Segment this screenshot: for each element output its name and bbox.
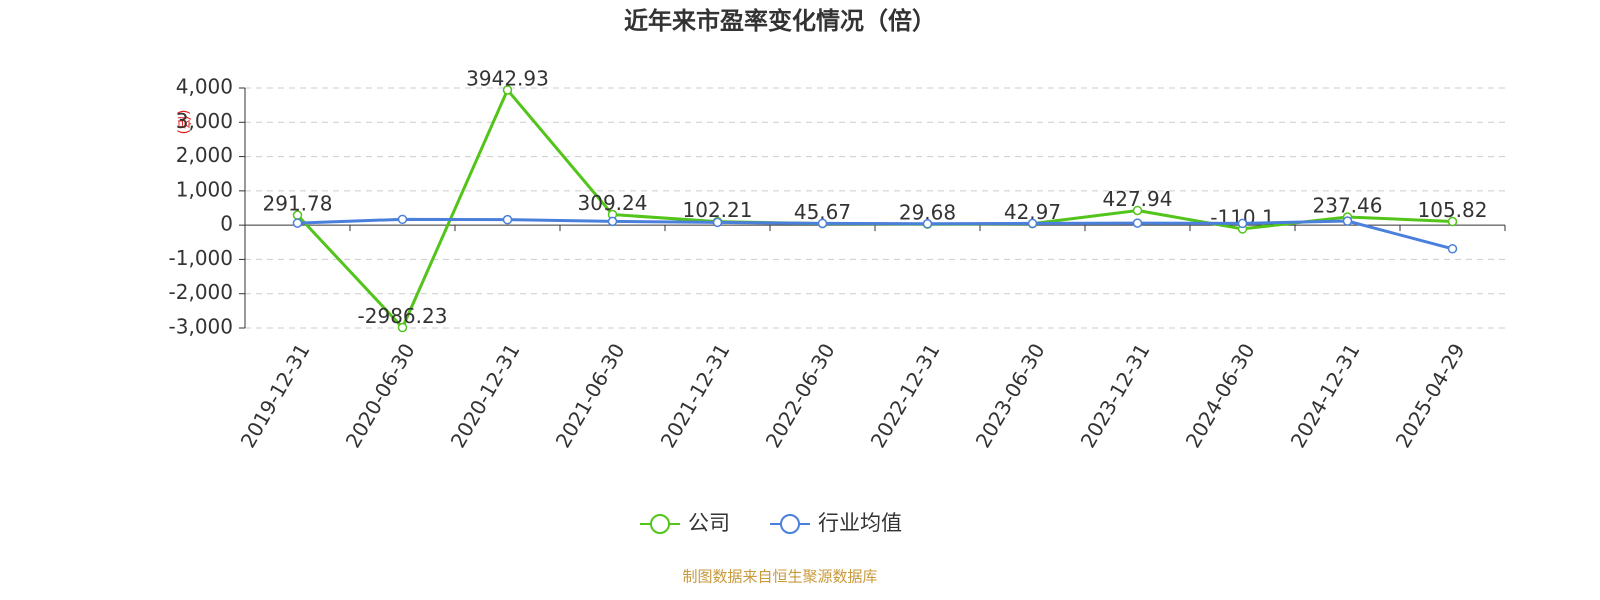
- chart-title: 近年来市盈率变化情况（倍）: [624, 7, 936, 35]
- x-tick-label: 2021-12-31: [656, 339, 735, 452]
- x-tick-label: 2020-06-30: [341, 339, 420, 452]
- data-point: [292, 218, 303, 228]
- x-tick-label: 2023-12-31: [1076, 339, 1155, 452]
- legend-label: 公司: [688, 511, 730, 535]
- legend-label: 行业均值: [818, 511, 902, 535]
- legend-marker: [650, 514, 670, 534]
- data-point: [1447, 216, 1458, 227]
- x-tick-label: 2025-04-29: [1391, 339, 1470, 452]
- data-label: -2986.23: [358, 304, 448, 328]
- data-label: 237.46: [1313, 194, 1383, 218]
- data-point: [502, 85, 513, 95]
- x-tick-label: 2024-12-31: [1286, 339, 1365, 452]
- series-line: [296, 87, 1453, 331]
- y-tick-label: 4,000: [176, 75, 233, 99]
- data-label: 309.24: [578, 191, 648, 215]
- data-point: [1027, 218, 1038, 229]
- data-point: [502, 214, 513, 225]
- legend-marker: [780, 514, 800, 534]
- y-tick-label: -3,000: [169, 315, 233, 339]
- data-point: [1237, 218, 1248, 229]
- series-line: [297, 217, 1453, 251]
- y-tick-label: 3,000: [176, 109, 233, 133]
- data-point: [1342, 216, 1353, 226]
- y-axis-label: (倍): [175, 110, 191, 135]
- data-point: [1132, 205, 1143, 216]
- data-point: [1132, 218, 1143, 228]
- data-point: [922, 219, 933, 229]
- x-tick-label: 2019-12-31: [236, 339, 315, 452]
- source-note: 制图数据来自恒生聚源数据库: [682, 568, 877, 586]
- x-tick-label: 2024-06-30: [1181, 339, 1260, 452]
- data-label: 3942.93: [466, 66, 549, 90]
- y-tick-label: 2,000: [176, 143, 233, 167]
- data-point: [397, 214, 408, 225]
- x-tick-label: 2022-12-31: [866, 339, 945, 452]
- x-tick-label: 2021-06-30: [551, 339, 630, 452]
- data-point: [397, 322, 408, 333]
- y-tick-label: 1,000: [176, 177, 233, 201]
- data-point: [817, 218, 828, 229]
- data-label: 427.94: [1103, 187, 1173, 211]
- data-point: [607, 216, 618, 227]
- x-tick-label: 2020-12-31: [446, 339, 525, 452]
- data-label: 291.78: [263, 192, 333, 216]
- y-tick-label: -2,000: [169, 280, 233, 304]
- y-tick-label: -1,000: [169, 246, 233, 270]
- y-tick-label: 0: [220, 212, 233, 236]
- data-point: [1447, 244, 1458, 254]
- data-point: [712, 217, 723, 228]
- data-label: 105.82: [1418, 198, 1488, 222]
- x-tick-label: 2022-06-30: [761, 339, 840, 452]
- x-tick-label: 2023-06-30: [971, 339, 1050, 452]
